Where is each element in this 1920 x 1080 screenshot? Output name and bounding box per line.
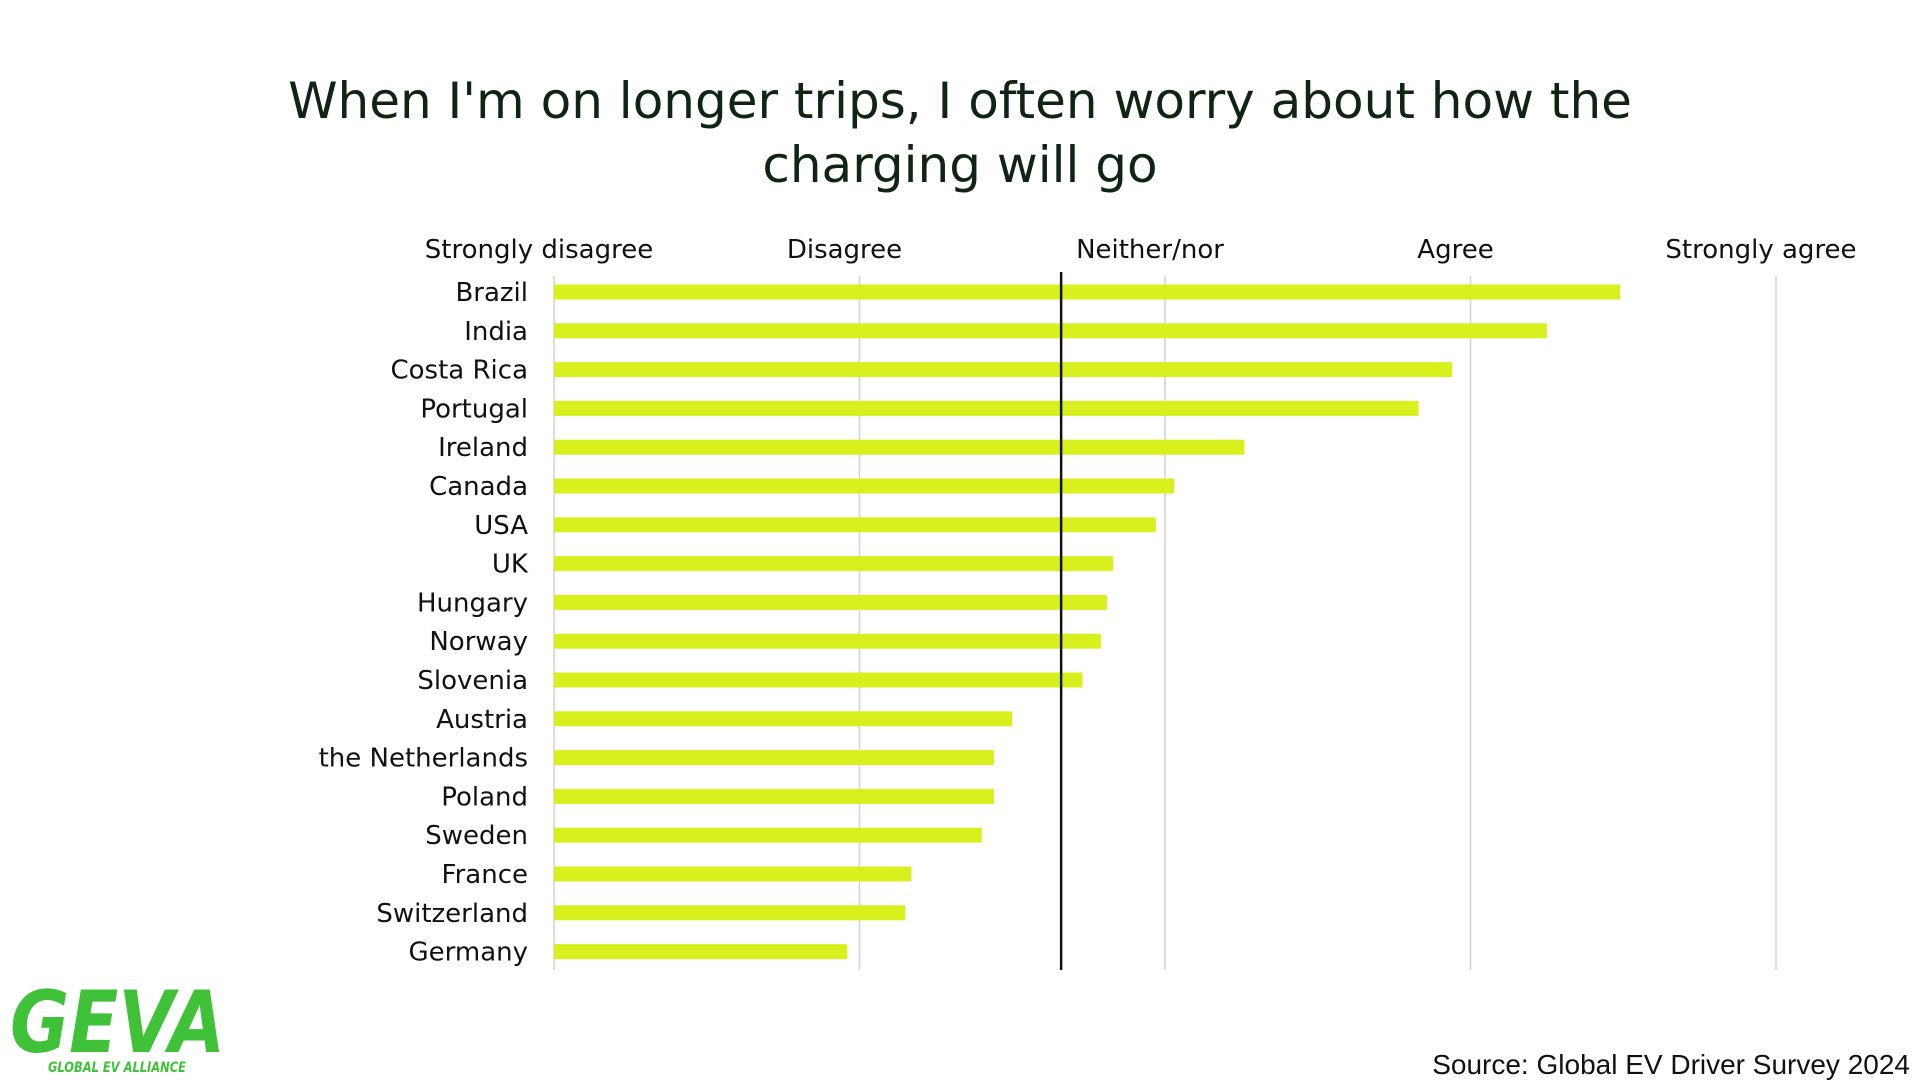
category-label: Slovenia bbox=[417, 666, 528, 696]
grid-lines bbox=[553, 276, 1777, 970]
category-label: India bbox=[464, 317, 528, 347]
bar bbox=[554, 866, 912, 882]
scale-label: Strongly disagree bbox=[425, 235, 653, 265]
bar bbox=[554, 827, 982, 843]
category-label: Costa Rica bbox=[390, 356, 528, 386]
category-label: Sweden bbox=[425, 821, 528, 851]
category-label: Hungary bbox=[417, 588, 528, 618]
chart-title-line-1: When I'm on longer trips, I often worry … bbox=[288, 72, 1632, 130]
bar bbox=[554, 517, 1156, 533]
scale-labels: Strongly disagree Disagree Neither/nor Agre… bbox=[425, 235, 1857, 265]
bar bbox=[554, 750, 994, 766]
category-label: Canada bbox=[429, 472, 528, 502]
source-note: Source: Global EV Driver Survey 2024 bbox=[1432, 1049, 1910, 1080]
scale-label: Disagree bbox=[787, 235, 902, 265]
bars bbox=[554, 284, 1621, 960]
category-label: Germany bbox=[408, 938, 528, 968]
category-label: USA bbox=[474, 511, 528, 541]
bar bbox=[554, 672, 1083, 688]
category-label: Ireland bbox=[438, 433, 528, 463]
category-label: Poland bbox=[441, 782, 528, 812]
category-label: France bbox=[442, 860, 528, 890]
chart-title-line-2: charging will go bbox=[762, 136, 1157, 194]
bar bbox=[554, 439, 1245, 455]
category-label: Austria bbox=[436, 705, 528, 735]
scale-label: Strongly agree bbox=[1665, 235, 1856, 265]
bar bbox=[554, 633, 1101, 649]
bar bbox=[554, 362, 1453, 378]
bar bbox=[554, 400, 1419, 416]
logo-text: GEVA bbox=[10, 973, 225, 1073]
bar bbox=[554, 905, 906, 921]
bar bbox=[554, 788, 994, 804]
category-label: Norway bbox=[429, 627, 528, 657]
bar bbox=[554, 711, 1013, 727]
bar bbox=[554, 323, 1547, 339]
scale-label: Agree bbox=[1417, 235, 1493, 265]
bar bbox=[554, 478, 1175, 494]
logo-subtitle: GLOBAL EV ALLIANCE bbox=[48, 1060, 186, 1076]
scale-label: Neither/nor bbox=[1076, 235, 1224, 265]
bar bbox=[554, 556, 1114, 572]
bar bbox=[554, 284, 1621, 300]
category-label: the Netherlands bbox=[319, 744, 528, 774]
category-label: Switzerland bbox=[376, 899, 528, 929]
category-label: Portugal bbox=[420, 394, 528, 424]
category-labels: Brazil India Costa Rica Portugal Ireland Cana… bbox=[319, 278, 529, 968]
category-label: Brazil bbox=[455, 278, 528, 308]
bar bbox=[554, 944, 848, 960]
geva-logo: GEVA GLOBAL EV ALLIANCE bbox=[10, 973, 225, 1076]
bar bbox=[554, 594, 1107, 610]
category-label: UK bbox=[492, 550, 529, 580]
